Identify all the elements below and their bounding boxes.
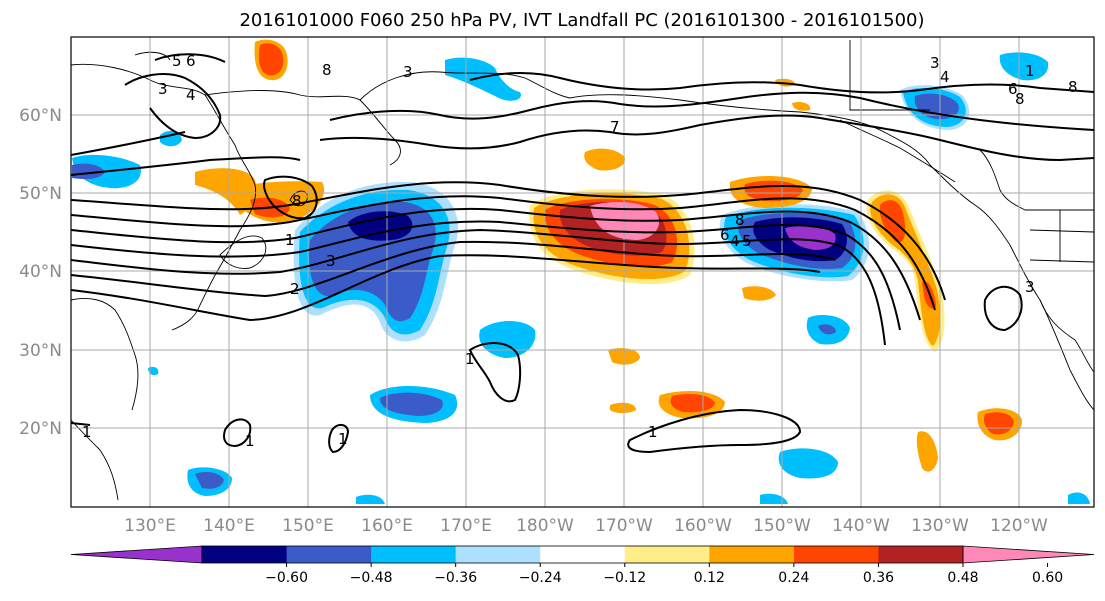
- positive-pv-region: [742, 286, 776, 301]
- negative-pv-region: [72, 163, 105, 180]
- colorbar-tick-label: −0.36: [434, 570, 477, 586]
- longitude-labels: 130°E 140°E 150°E 160°E 170°E 180°W 170°…: [124, 516, 1048, 536]
- positive-pv-region: [610, 402, 636, 413]
- negative-pv-region: [778, 448, 838, 479]
- colorbar-tick-label: −0.12: [603, 570, 646, 586]
- map-panel: 5 6 3 4 8 3 7 1 8 2 8 6 5 4 3 3 8 4 1 6 …: [70, 36, 1095, 508]
- negative-pv-region: [818, 324, 836, 335]
- lon-label: 150°W: [753, 516, 811, 536]
- lon-label: 120°W: [990, 516, 1048, 536]
- map-frame: [70, 36, 1095, 508]
- colorbar-segment: [371, 546, 457, 563]
- negative-pv-region: [356, 494, 385, 504]
- colorbar-tick-label: −0.48: [350, 570, 393, 586]
- contour-label: 3: [158, 80, 168, 98]
- negative-pv-region: [760, 493, 788, 504]
- lon-label: 140°W: [832, 516, 890, 536]
- contour-label: 1: [285, 231, 295, 249]
- lon-label: 150°E: [282, 516, 334, 536]
- lat-label: 20°N: [19, 419, 62, 439]
- contour-label: 1: [465, 350, 475, 368]
- contour-label: 8: [735, 211, 745, 229]
- lon-label: 170°W: [595, 516, 653, 536]
- contour-label: 5: [742, 232, 752, 250]
- colorbar-segment: [455, 546, 541, 563]
- contour-label: 6: [186, 52, 196, 70]
- colorbar-segment: [540, 546, 626, 563]
- colorbar-segment: [202, 546, 288, 563]
- colorbar-tick-label: −0.24: [519, 570, 562, 586]
- contour-label: 4: [186, 86, 196, 104]
- contour-label: 2: [290, 280, 300, 298]
- contour-label: 1: [245, 432, 255, 450]
- ivt-contours: [70, 53, 1095, 454]
- contour-label: 3: [1025, 278, 1035, 296]
- contour-labels: 5 6 3 4 8 3 7 1 8 2 8 6 5 4 3 3 8 4 1 6 …: [82, 52, 1078, 450]
- colorbar-extend-max: [962, 545, 1095, 564]
- lon-label: 140°E: [203, 516, 255, 536]
- colorbar-tick-label: −0.60: [265, 570, 308, 586]
- colorbar-tick-label: 0.24: [778, 570, 809, 586]
- latitude-labels: 60°N 50°N 40°N 30°N 20°N: [19, 106, 62, 439]
- lat-label: 40°N: [19, 262, 62, 282]
- contour-label: 7: [610, 118, 620, 136]
- colorbar-segment: [286, 546, 372, 563]
- contour-label: 3: [326, 252, 336, 270]
- negative-pv-region: [348, 211, 413, 241]
- colorbar-tick-label: 0.12: [694, 570, 725, 586]
- negative-pv-region: [785, 226, 836, 250]
- negative-pv-region: [479, 321, 536, 358]
- contour-label: 8: [292, 192, 302, 210]
- negative-pv-region: [380, 392, 443, 416]
- positive-pv-region: [792, 101, 811, 111]
- lat-label: 50°N: [19, 184, 62, 204]
- contour-label: 6: [720, 226, 730, 244]
- negative-pv-region: [148, 366, 159, 376]
- positive-pv-region: [258, 43, 284, 76]
- lat-label: 60°N: [19, 106, 62, 126]
- lat-label: 30°N: [19, 341, 62, 361]
- lon-label: 130°E: [124, 516, 176, 536]
- contour-label: 1: [338, 430, 348, 448]
- contour-label: 6: [1008, 80, 1018, 98]
- lon-label: 180°W: [516, 516, 574, 536]
- negative-pv-region: [1068, 492, 1090, 504]
- negative-pv-region: [195, 472, 224, 489]
- contour-label: 3: [930, 54, 940, 72]
- contour-label: 3: [403, 63, 413, 81]
- colorbar-segment: [709, 546, 795, 563]
- colorbar: −0.60 −0.48 −0.36 −0.24 −0.12 0.12 0.24 0.36 0.4…: [70, 545, 1095, 586]
- colorbar-tick-label: 0.60: [1032, 570, 1063, 586]
- positive-pv-region: [670, 394, 715, 413]
- figure-title: 2016101000 F060 250 hPa PV, IVT Landfall…: [239, 10, 924, 31]
- contour-label: 4: [730, 232, 740, 250]
- positive-pv-region: [916, 431, 938, 472]
- lon-label: 160°E: [361, 516, 413, 536]
- contour-label: 1: [82, 423, 92, 441]
- contour-label: 5: [172, 52, 182, 70]
- colorbar-outline: [201, 545, 964, 564]
- contour-label: 8: [1068, 78, 1078, 96]
- contour-label: 8: [1015, 90, 1025, 108]
- contour-label: 8: [322, 61, 332, 79]
- lon-label: 170°E: [440, 516, 492, 536]
- lon-label: 160°W: [674, 516, 732, 536]
- contour-label: 1: [648, 423, 658, 441]
- colorbar-segment: [793, 546, 879, 563]
- colorbar-segment: [878, 546, 964, 563]
- colorbar-tick-label: 0.48: [947, 570, 978, 586]
- contour-label: 1: [1025, 62, 1035, 80]
- colorbar-extend-min: [70, 545, 203, 564]
- positive-pv-region: [584, 148, 626, 171]
- colorbar-segment: [624, 546, 710, 563]
- colorbar-tick-label: 0.36: [863, 570, 894, 586]
- lon-label: 130°W: [911, 516, 969, 536]
- contour-label: 4: [940, 68, 950, 86]
- negative-pv-region: [445, 57, 521, 101]
- pv-anomaly-shading: [72, 39, 1090, 504]
- negative-pv-region: [999, 52, 1049, 81]
- positive-pv-region: [983, 412, 1014, 435]
